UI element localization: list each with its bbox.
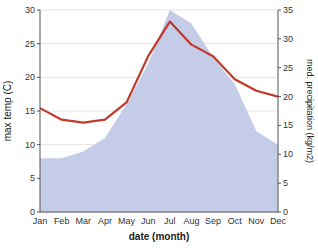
y-tick-label: 15	[25, 106, 35, 116]
y-tick-label: 25	[25, 39, 35, 49]
y-tick	[37, 178, 40, 179]
y2-axis-title: med. precipitation (kg/m2)	[305, 59, 315, 163]
y2-tick	[278, 67, 281, 68]
y2-tick-label: 35	[283, 5, 293, 15]
x-tick-label: Mar	[76, 216, 92, 226]
x-tick-label: Nov	[248, 216, 265, 226]
y2-tick	[278, 38, 281, 39]
y2-tick	[278, 154, 281, 155]
axes: 05101520253005101520253035JanFebMarAprMa…	[25, 5, 293, 226]
x-tick-label: Oct	[228, 216, 243, 226]
y2-tick	[278, 212, 281, 213]
y-tick	[37, 111, 40, 112]
x-tick-label: Jul	[164, 216, 176, 226]
grid	[40, 10, 278, 212]
x-tick-label: Dec	[270, 216, 287, 226]
x-tick-label: Aug	[183, 216, 199, 226]
y2-axis-line	[278, 10, 279, 212]
y2-tick	[278, 10, 281, 11]
grid-line	[40, 212, 278, 213]
x-tick-label: Sep	[205, 216, 221, 226]
x-tick-label: Apr	[98, 216, 112, 226]
chart-container: 05101520253005101520253035JanFebMarAprMa…	[0, 0, 318, 248]
y2-tick	[278, 96, 281, 97]
grid-line	[40, 10, 278, 11]
x-axis-title: date (month)	[129, 231, 190, 242]
x-tick-label: May	[118, 216, 136, 226]
y-tick	[37, 144, 40, 145]
plot-area	[40, 10, 278, 212]
y2-tick-label: 30	[283, 34, 293, 44]
y2-tick-label: 20	[283, 92, 293, 102]
x-axis-line	[40, 212, 278, 213]
y2-tick-label: 10	[283, 149, 293, 159]
y2-tick	[278, 183, 281, 184]
chart: 05101520253005101520253035JanFebMarAprMa…	[0, 0, 318, 248]
x-tick-label: Jan	[33, 216, 48, 226]
y-axis-title: max temp (C)	[2, 81, 13, 142]
y-tick-label: 30	[25, 5, 35, 15]
y-tick-label: 20	[25, 72, 35, 82]
y-tick	[37, 43, 40, 44]
temperature-area	[40, 10, 278, 212]
x-tick-label: Jun	[141, 216, 156, 226]
y-tick-label: 5	[30, 173, 35, 183]
y2-tick-label: 5	[283, 178, 288, 188]
y2-tick-label: 25	[283, 63, 293, 73]
precipitation-line	[40, 22, 278, 123]
y-tick	[37, 77, 40, 78]
y-tick	[37, 212, 40, 213]
y-tick-label: 10	[25, 140, 35, 150]
x-tick-label: Feb	[54, 216, 70, 226]
y-tick	[37, 10, 40, 11]
y2-tick	[278, 125, 281, 126]
y2-tick-label: 15	[283, 120, 293, 130]
